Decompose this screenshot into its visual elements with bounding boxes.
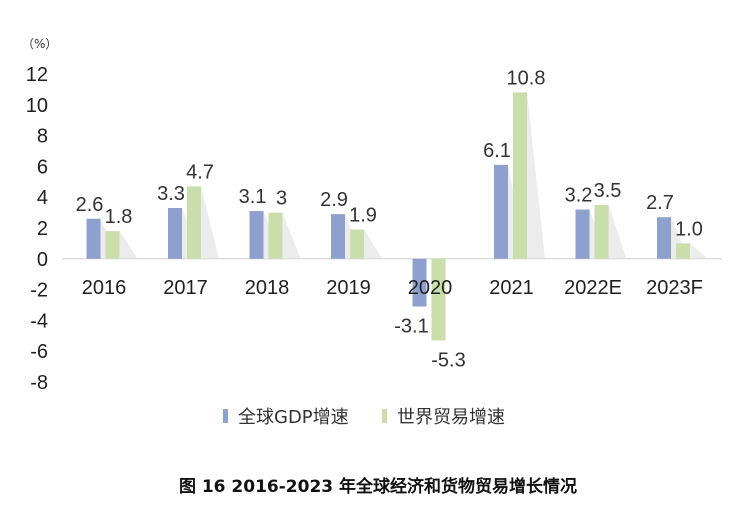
category-label: 2018 [245,277,290,299]
bar-trade [594,204,609,259]
y-tick-label: 8 [37,126,48,148]
y-tick-label: 4 [37,187,48,209]
bar-gdp [657,217,671,259]
data-label-gdp: 3.2 [565,185,593,207]
y-tick-label: 2 [37,218,48,240]
data-label-gdp: -3.1 [394,316,428,338]
bar-shadow [364,229,382,259]
bar-gdp [331,214,345,259]
data-label-gdp: 3.1 [239,186,267,208]
data-label-trade: 4.7 [186,161,214,183]
legend-swatch-trade [382,409,387,423]
data-label-trade: 3 [276,188,287,210]
legend: 全球GDP增速 世界贸易增速 [223,407,505,428]
data-label-trade: 1.0 [675,218,703,240]
data-label-trade: 1.9 [349,205,377,227]
figure-caption: 图 16 2016-2023 年全球经济和货物贸易增长情况 [179,476,577,497]
data-label-trade: -5.3 [431,349,465,371]
data-label-trade: 1.8 [105,206,133,228]
y-unit-label: （%） [22,37,57,51]
bar-gdp [249,211,264,259]
data-label-gdp: 2.7 [646,192,674,214]
data-label-gdp: 3.3 [157,183,185,205]
y-tick-label: 10 [26,95,48,117]
data-label-trade: 10.8 [507,67,546,89]
category-label: 2019 [326,277,371,299]
category-label: 2017 [163,277,208,299]
bar-trade [676,243,690,259]
bar-gdp [575,209,590,259]
data-label-trade: 3.5 [594,180,622,202]
legend-label-gdp: 全球GDP增速 [238,407,349,428]
y-tick-label: 12 [26,64,48,86]
bar-shadow [690,243,708,259]
y-axis-ticks: 12 10 8 6 4 2 0 -2 -4 -6 -8 [26,64,48,394]
bar-trade [268,212,283,259]
category-label: 2021 [489,277,534,299]
bar-shadow [527,92,545,259]
bar-shadow [119,231,138,259]
bar-trade [350,229,364,259]
data-labels: 2.61.8 3.34.7 3.1 3 2.91.9 -3.1-5.3 6.1 10.8 3.2… [76,67,703,371]
bar-shadow [182,207,200,259]
legend-swatch-gdp [223,409,228,423]
bar-shadow [201,186,219,259]
y-tick-label: -6 [30,341,48,363]
data-label-gdp: 2.9 [320,189,348,211]
y-tick-label: -2 [30,280,48,302]
bar-shadow [608,204,627,259]
bar-trade [513,92,527,259]
category-label: 2022E [564,277,622,299]
bar-trade [105,231,120,259]
bar-shadow [282,212,301,259]
y-tick-label: 0 [37,249,48,271]
bar-gdp [494,164,508,259]
data-label-gdp: 6.1 [483,140,511,162]
y-tick-label: 6 [37,156,48,178]
bar-gdp [86,218,101,259]
y-tick-label: -4 [30,310,48,332]
category-label: 2020 [408,277,453,299]
bar-trade [187,186,201,259]
category-labels: 2016 2017 2018 2019 2020 2021 2022E 2023F [82,277,703,299]
bar-gdp [412,258,427,307]
bars [86,92,690,341]
category-label: 2023F [646,277,703,299]
category-label: 2016 [82,277,127,299]
legend-label-trade: 世界贸易增速 [397,407,505,428]
bar-trade [431,258,446,341]
data-label-gdp: 2.6 [76,194,104,216]
bar-gdp [168,207,182,259]
bar-shadow [508,164,526,259]
y-tick-label: -8 [30,372,48,394]
